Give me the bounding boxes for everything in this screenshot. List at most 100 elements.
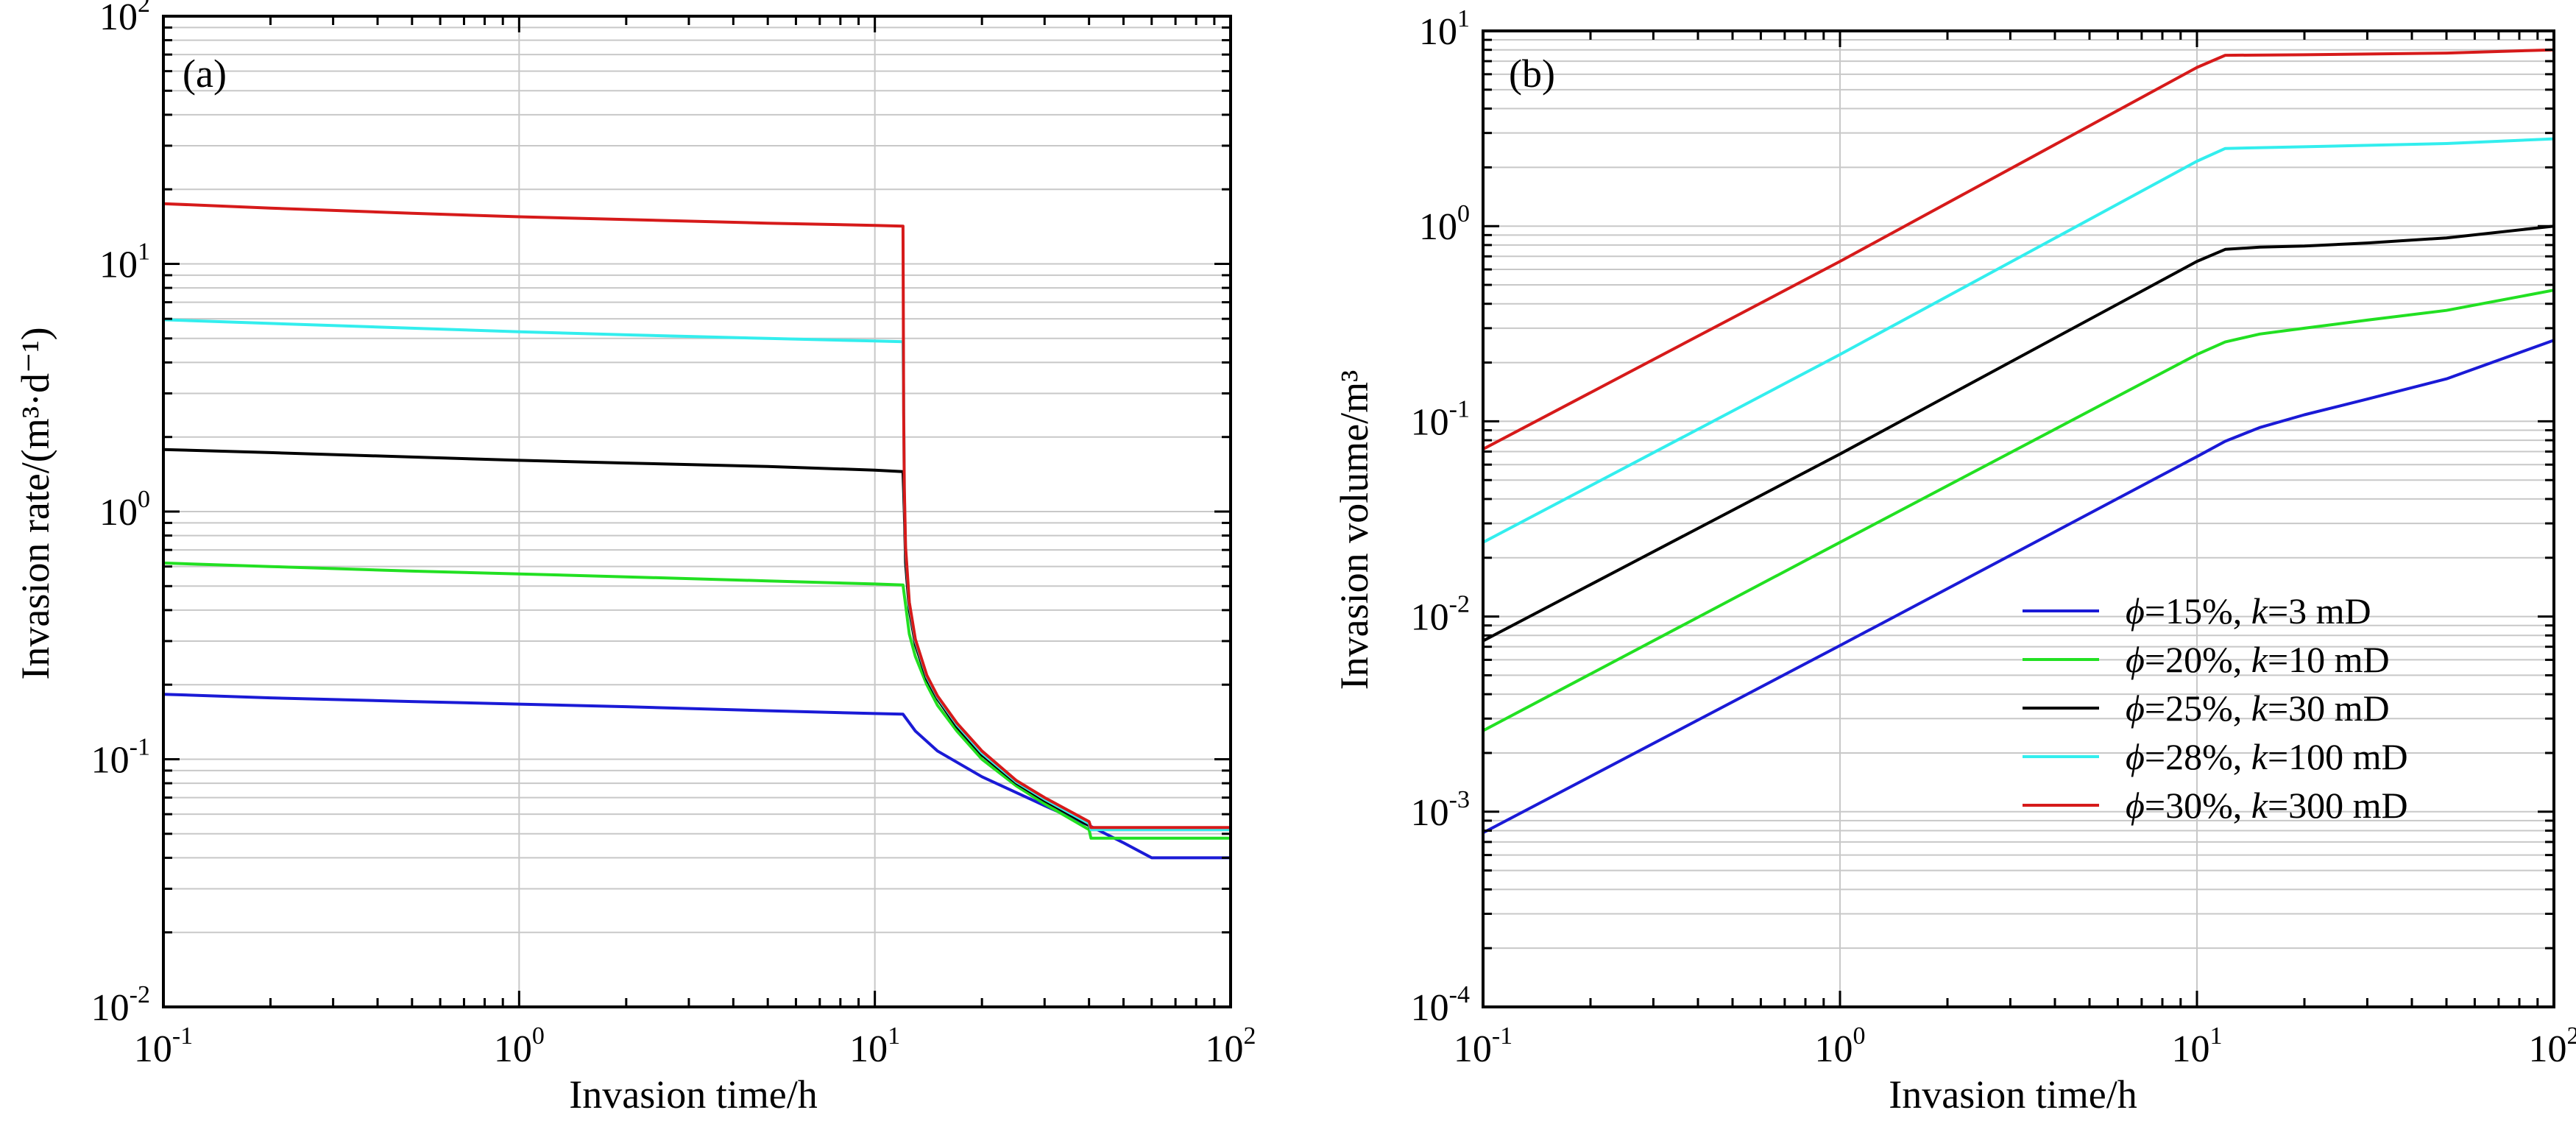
x-tick-exponent: 2	[1244, 1022, 1256, 1050]
x-tick-base: 10	[849, 1028, 888, 1070]
legend-phi-symbol: ϕ	[2126, 687, 2145, 729]
x-axis-title-b: Invasion time/h	[1889, 1072, 2137, 1117]
y-tick-label: 10-4	[1411, 981, 1470, 1029]
legend-entry-1: ϕ=15%, k=3 mD	[2126, 590, 2371, 632]
y-tick-exponent: 1	[1457, 5, 1470, 32]
legend-k-value: =300 mD	[2268, 785, 2408, 826]
x-tick-label: 100	[494, 1022, 545, 1070]
legend-k-symbol: k	[2251, 590, 2268, 632]
x-tick-exponent: 0	[1853, 1022, 1866, 1050]
x-tick-label: 101	[849, 1022, 900, 1070]
series-line-3	[1483, 226, 2554, 641]
panel-label-a: (a)	[183, 52, 227, 96]
x-tick-base: 10	[134, 1028, 172, 1070]
series-line-5	[163, 204, 1231, 828]
x-tick-base: 10	[1206, 1028, 1244, 1070]
legend-phi-value: =20%,	[2145, 639, 2251, 680]
x-tick-label: 10-1	[1454, 1022, 1512, 1070]
figure: 10-1 100 101 102 10-210-1100101102 (a) Inva…	[0, 0, 2576, 1135]
y-tick-exponent: 2	[138, 0, 150, 18]
legend-phi-value: =25%,	[2145, 687, 2251, 729]
y-tick-exponent: -2	[1449, 591, 1470, 618]
y-tick-label: 10-2	[91, 981, 150, 1029]
y-tick-label: 102	[99, 0, 150, 38]
y-tick-base: 10	[91, 987, 130, 1029]
y-tick-label: 10-1	[91, 734, 150, 782]
x-tick-exponent: -1	[172, 1022, 193, 1050]
x-tick-base: 10	[1815, 1028, 1853, 1070]
x-tick-label: 10-1	[134, 1022, 193, 1070]
x-tick-base: 10	[2172, 1028, 2210, 1070]
panel-label-b: (b)	[1509, 52, 1555, 96]
y-tick-base: 10	[1419, 11, 1457, 53]
x-tick-labels-a: 10-1 100 101 102	[134, 1022, 1256, 1070]
y-tick-base: 10	[99, 244, 138, 286]
y-tick-base: 10	[99, 0, 138, 38]
legend-entry-5: ϕ=30%, k=300 mD	[2126, 785, 2408, 826]
y-tick-base: 10	[1411, 792, 1449, 834]
series-line-4	[163, 319, 1231, 830]
legend-phi-symbol: ϕ	[2126, 736, 2145, 777]
y-tick-label: 100	[1419, 200, 1470, 248]
legend-k-value: =100 mD	[2268, 736, 2408, 777]
series-line-3	[163, 450, 1231, 830]
x-tick-label: 102	[2529, 1022, 2576, 1070]
y-tick-label: 100	[99, 486, 150, 534]
y-tick-label: 10-3	[1411, 786, 1470, 834]
grid-lines-a	[163, 16, 1231, 1007]
x-tick-label: 102	[1206, 1022, 1256, 1070]
legend-entry-4: ϕ=28%, k=100 mD	[2126, 736, 2408, 777]
y-tick-base: 10	[91, 740, 130, 782]
grid-lines-b	[1483, 31, 2554, 1007]
y-tick-exponent: 0	[138, 486, 150, 513]
series-line-5	[1483, 50, 2554, 450]
y-tick-base: 10	[1411, 987, 1449, 1029]
legend-k-symbol: k	[2251, 639, 2268, 680]
x-tick-exponent: 1	[888, 1022, 900, 1050]
x-axis-title-a: Invasion time/h	[569, 1072, 817, 1117]
legend-k-symbol: k	[2251, 785, 2268, 826]
y-tick-label: 10-2	[1411, 591, 1470, 639]
x-tick-labels-b: 10-1 100 101 102	[1454, 1022, 2576, 1070]
plot-frame-b	[1483, 31, 2554, 1007]
legend-k-symbol: k	[2251, 687, 2268, 729]
legend-entry-2: ϕ=20%, k=10 mD	[2126, 639, 2390, 680]
x-tick-label: 101	[2172, 1022, 2223, 1070]
legend-k-value: =3 mD	[2268, 590, 2371, 632]
y-tick-exponent: -3	[1449, 786, 1470, 813]
x-tick-base: 10	[1454, 1028, 1492, 1070]
x-tick-exponent: 0	[532, 1022, 545, 1050]
y-tick-label: 101	[1419, 5, 1470, 53]
legend-k-value: =30 mD	[2268, 687, 2390, 729]
y-tick-exponent: -4	[1449, 981, 1470, 1008]
series-line-4	[1483, 139, 2554, 542]
y-tick-label: 101	[99, 238, 150, 286]
legend-phi-value: =15%,	[2145, 590, 2251, 632]
y-tick-exponent: -1	[1449, 395, 1470, 422]
legend-k-value: =10 mD	[2268, 639, 2390, 680]
x-tick-label: 100	[1815, 1022, 1866, 1070]
legend-phi-symbol: ϕ	[2126, 785, 2145, 826]
x-tick-exponent: 2	[2567, 1022, 2576, 1050]
y-tick-exponent: 1	[138, 238, 150, 266]
y-tick-base: 10	[99, 492, 138, 534]
y-tick-label: 10-1	[1411, 395, 1470, 443]
y-tick-exponent: -2	[130, 981, 150, 1008]
x-tick-base: 10	[494, 1028, 532, 1070]
legend-phi-value: =30%,	[2145, 785, 2251, 826]
legend-k-symbol: k	[2251, 736, 2268, 777]
y-tick-base: 10	[1411, 401, 1449, 443]
tick-marks-b	[1483, 31, 2554, 1007]
y-tick-exponent: -1	[130, 734, 150, 761]
x-tick-exponent: 1	[2210, 1022, 2223, 1050]
y-tick-base: 10	[1411, 597, 1449, 639]
y-axis-title-a: Invasion rate/(m³·d⁻¹)	[13, 327, 57, 679]
legend-phi-symbol: ϕ	[2126, 639, 2145, 680]
x-tick-exponent: -1	[1492, 1022, 1512, 1050]
legend-phi-value: =28%,	[2145, 736, 2251, 777]
y-tick-base: 10	[1419, 206, 1457, 248]
